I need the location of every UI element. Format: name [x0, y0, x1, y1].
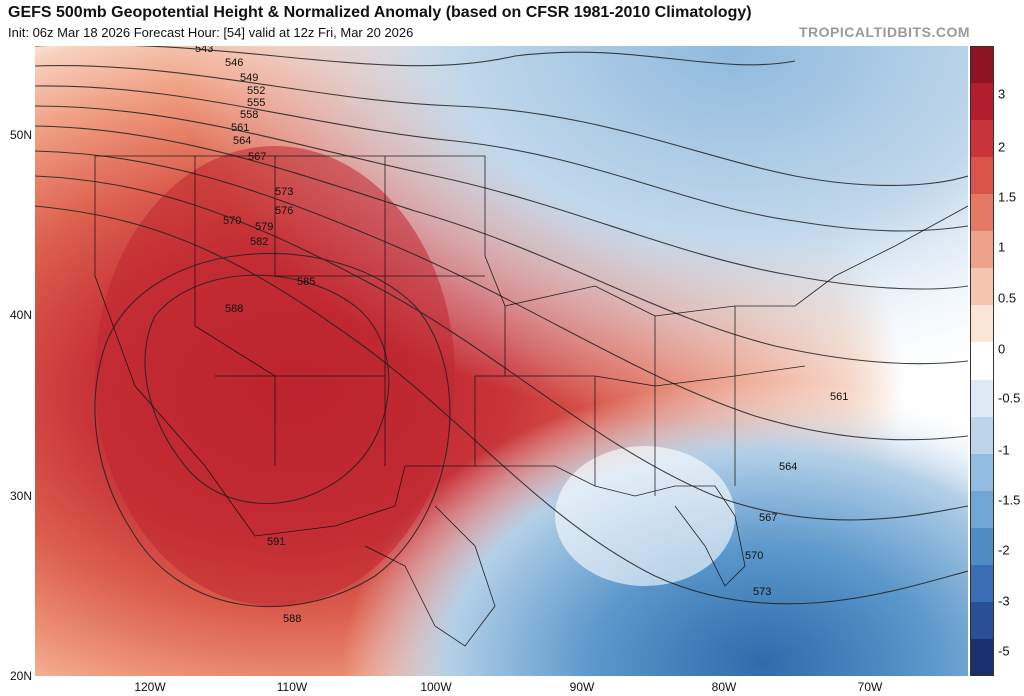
colorbar-label: 2 [998, 139, 1006, 155]
colorbar-swatch [970, 194, 994, 232]
latitude-label: 20N [9, 669, 32, 683]
contour-label: 561 [231, 122, 249, 134]
contour-label: 582 [250, 236, 268, 248]
contour-label: 588 [283, 613, 301, 625]
colorbar-label: 1 [998, 239, 1006, 255]
longitude-label: 80W [711, 680, 737, 694]
contour-label: 558 [240, 109, 258, 121]
colorbar-swatch [970, 638, 994, 677]
colorbar-swatch [970, 268, 994, 306]
colorbar-swatch [970, 120, 994, 158]
colorbar-label: -5 [998, 643, 1010, 659]
brand-watermark: TROPICALTIDBITS.COM [798, 24, 970, 40]
colorbar-swatch [970, 305, 994, 343]
contour-label: 546 [225, 57, 243, 69]
colorbar-label: -0.5 [998, 390, 1021, 406]
longitude-label: 70W [857, 680, 883, 694]
colorbar-label: -1.5 [998, 492, 1021, 508]
contour-label: 549 [240, 72, 258, 84]
longitude-label: 90W [569, 680, 595, 694]
anomaly-colorbar [970, 46, 994, 677]
colorbar-swatch [970, 83, 994, 121]
longitude-label: 110W [276, 680, 308, 694]
colorbar-label: 3 [998, 86, 1006, 102]
contour-label: 573 [275, 186, 293, 198]
contour-label: 573 [753, 586, 771, 598]
latitude-label: 50N [9, 128, 32, 142]
contour-label: 552 [247, 85, 265, 97]
contour-label: 564 [779, 461, 797, 473]
colorbar-label: -2 [998, 542, 1010, 558]
contour-label: 567 [248, 151, 266, 163]
colorbar-border [970, 46, 994, 676]
contour-value-labels: 543 546 549 552 555 558 561 564 567 570 … [195, 46, 848, 625]
contour-label: 564 [233, 135, 251, 147]
contour-label: 585 [297, 276, 315, 288]
colorbar-label: 1.5 [998, 189, 1017, 205]
colorbar-label: -3 [998, 593, 1010, 609]
longitude-label: 120W [134, 680, 166, 694]
contour-label: 543 [195, 46, 213, 55]
colorbar-swatch [970, 46, 994, 84]
contour-label: 591 [267, 536, 285, 548]
colorbar-swatch [970, 527, 994, 566]
gulf-neutral-zone [555, 446, 735, 586]
anomaly-map: 543 546 549 552 555 558 561 564 567 570 … [35, 46, 968, 676]
colorbar-swatch [970, 490, 994, 529]
contour-label: 567 [759, 512, 777, 524]
colorbar-label: 0.5 [998, 290, 1017, 306]
latitude-label: 40N [9, 308, 32, 322]
colorbar-swatch [970, 342, 994, 381]
longitude-label: 100W [420, 680, 452, 694]
colorbar-swatch [970, 379, 994, 418]
contour-label: 579 [255, 221, 273, 233]
colorbar-swatch [970, 564, 994, 603]
contour-label: 570 [745, 550, 763, 562]
contour-label: 561 [830, 391, 848, 403]
contour-label: 555 [247, 97, 265, 109]
colorbar-label: 0 [998, 341, 1006, 357]
map-title: GEFS 500mb Geopotential Height & Normali… [8, 4, 752, 21]
state-borders [94, 155, 968, 647]
colorbar-swatch [970, 157, 994, 195]
map-subtitle: Init: 06z Mar 18 2026 Forecast Hour: [54… [8, 25, 414, 40]
colorbar-swatch [970, 453, 994, 492]
colorbar-swatch [970, 231, 994, 269]
colorbar-swatch [970, 416, 994, 455]
contour-label: 576 [275, 205, 293, 217]
colorbar-swatch [970, 601, 994, 640]
height-contours [35, 46, 968, 608]
colorbar-label: -1 [998, 442, 1010, 458]
contour-label: 588 [225, 303, 243, 315]
latitude-label: 30N [9, 489, 32, 503]
contour-label: 570 [223, 215, 241, 227]
map-canvas: 543 546 549 552 555 558 561 564 567 570 … [35, 46, 968, 676]
